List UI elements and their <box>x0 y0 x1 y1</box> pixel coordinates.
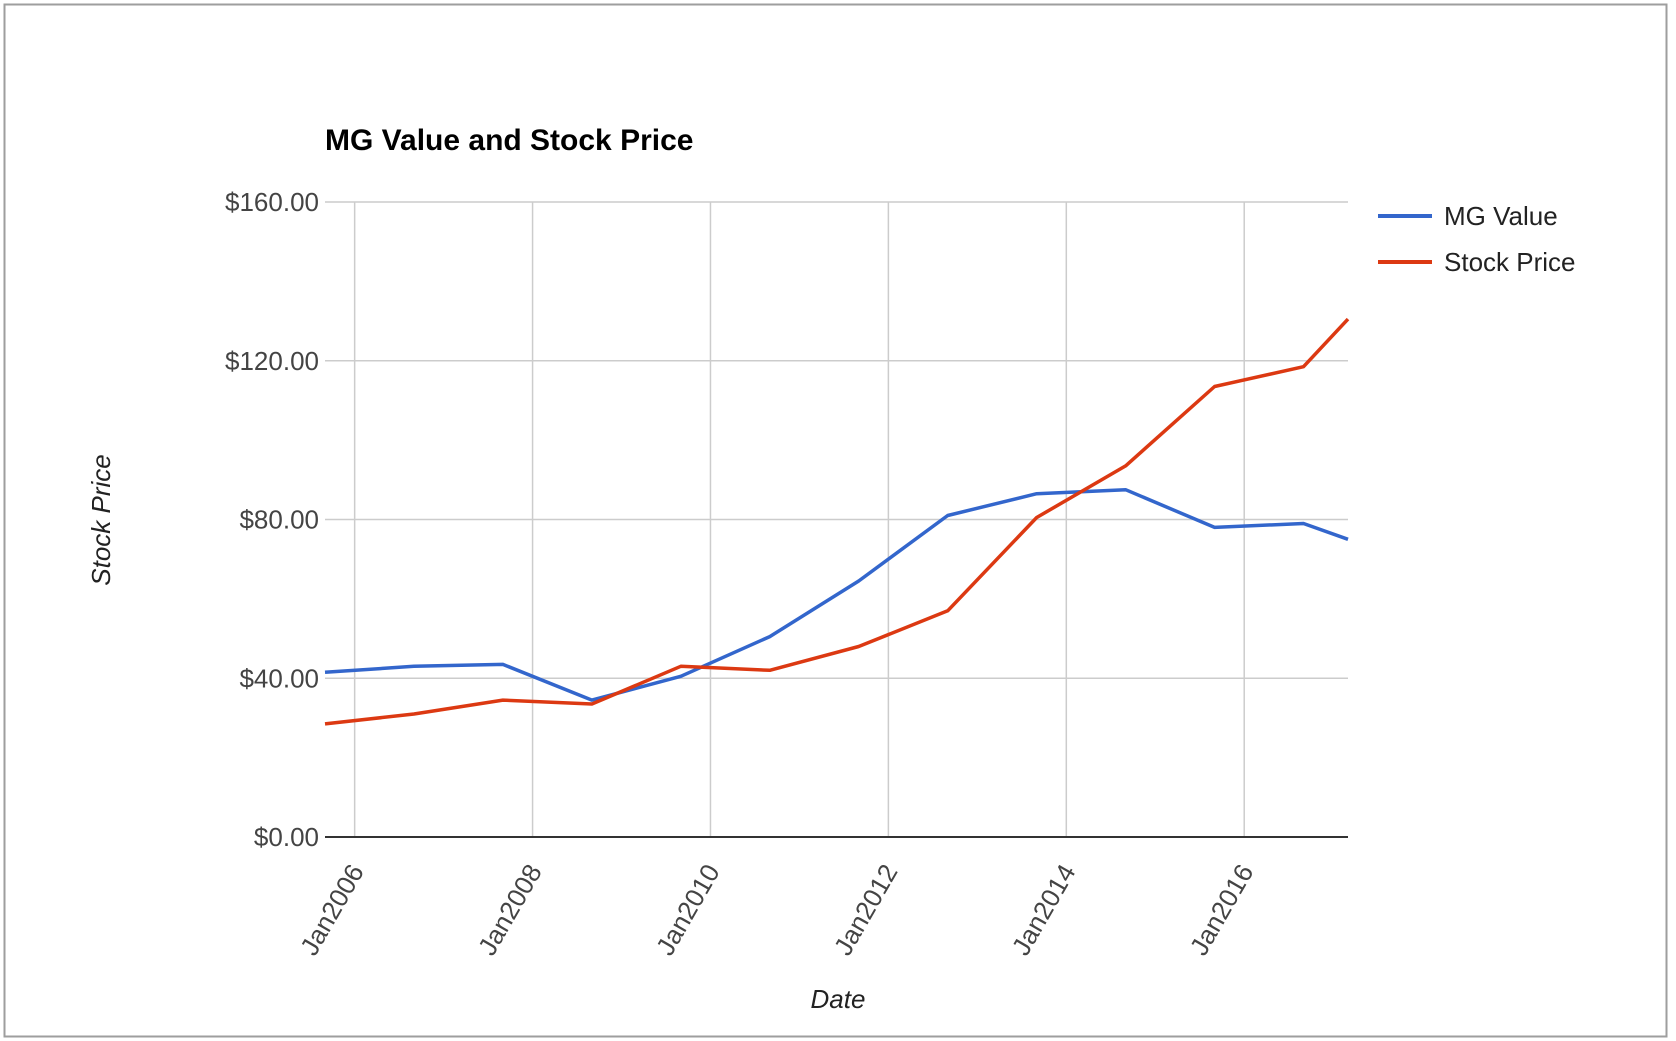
y-tick-label: $160.00 <box>225 187 319 217</box>
series-line-mg-value <box>324 487 1349 702</box>
legend-label-mg-value: MG Value <box>1444 201 1558 231</box>
gridlines <box>325 201 1348 837</box>
y-axis-title: Stock Price <box>86 454 116 586</box>
legend: MG Value Stock Price <box>1378 201 1576 277</box>
x-axis-title: Date <box>811 984 866 1014</box>
chart-title: MG Value and Stock Price <box>325 124 693 157</box>
legend-label-stock-price: Stock Price <box>1444 247 1576 277</box>
series-lines <box>324 317 1350 726</box>
chart-border <box>3 3 1668 1038</box>
y-tick-label: $0.00 <box>254 822 319 852</box>
y-tick-label: $40.00 <box>239 663 319 693</box>
series-line-stock-price <box>324 317 1350 726</box>
y-tick-label: $80.00 <box>239 505 319 535</box>
y-tick-label: $120.00 <box>225 346 319 376</box>
y-axis-tick-labels: $0.00 $40.00 $80.00 $120.00 $160.00 <box>225 187 319 852</box>
